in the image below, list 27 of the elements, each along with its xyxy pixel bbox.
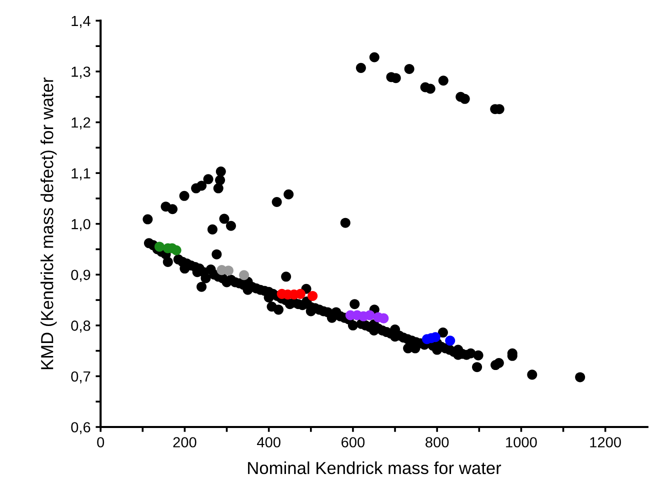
y-tick-label: 0,9: [71, 270, 90, 282]
y-tick-label: 1,4: [72, 16, 90, 28]
x-tick-label: 200: [173, 437, 196, 448]
x-tick-label: 400: [257, 437, 280, 448]
point: [239, 270, 250, 280]
x-axis-title: Nominal Kendrick mass for water: [248, 461, 502, 474]
y-tick-label: 0,6: [71, 422, 90, 434]
y-tick-label: 1,1: [72, 168, 90, 180]
x-tick-label: 1200: [590, 437, 621, 448]
point: [308, 290, 318, 301]
y-axis-title: KMD (Kendrick mass defect) for water: [40, 77, 57, 370]
y-tick-label: 1,0: [72, 218, 90, 231]
y-tick-label: 1,2: [72, 117, 90, 130]
x-tick-label: 0: [97, 437, 104, 448]
point: [445, 336, 456, 346]
point: [171, 245, 182, 256]
y-tick-label: 0,7: [71, 371, 90, 384]
y-tick-label: 1,3: [72, 66, 90, 79]
y-tick-label: 0,8: [71, 320, 90, 333]
x-tick-label: 1000: [506, 437, 537, 448]
point: [154, 242, 164, 252]
point: [378, 313, 389, 324]
point: [364, 310, 375, 320]
point: [295, 288, 306, 299]
x-tick-label: 600: [342, 437, 365, 448]
x-tick-label: 800: [426, 437, 449, 448]
point: [223, 266, 234, 276]
